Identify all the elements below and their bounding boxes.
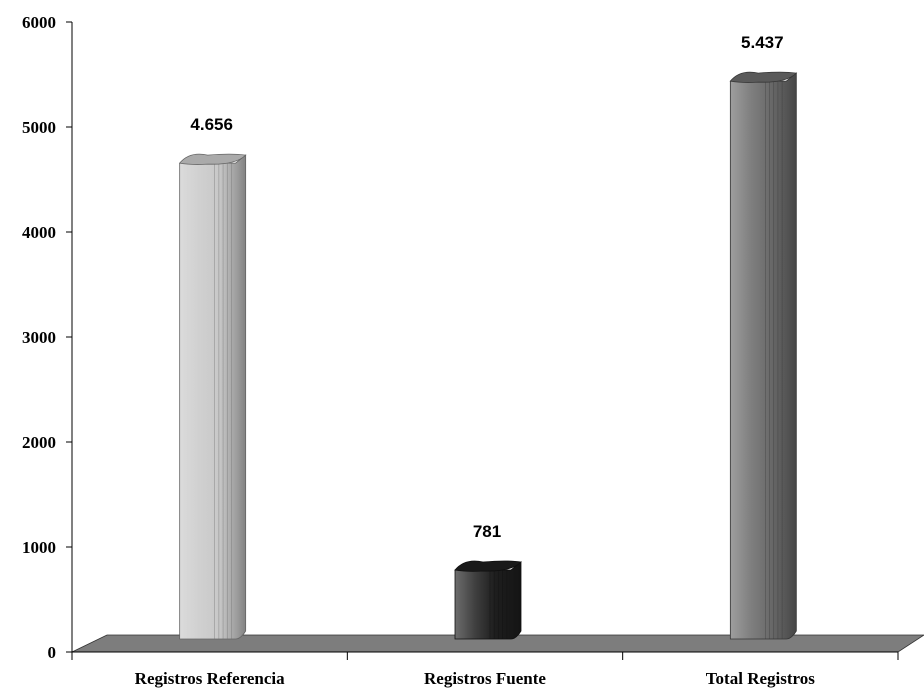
bar-body — [729, 72, 797, 640]
bar — [454, 560, 522, 640]
y-tick-label: 6000 — [22, 13, 56, 32]
y-tick-label: 4000 — [22, 223, 56, 242]
x-category-label: Registros Referencia — [135, 669, 285, 688]
y-tick-label: 0 — [48, 643, 57, 662]
bar-top-cap — [178, 153, 247, 165]
bar — [729, 71, 798, 640]
y-tick-label: 2000 — [22, 433, 56, 452]
bar-data-label: 4.656 — [190, 115, 233, 134]
bar-top-cap — [729, 71, 798, 83]
bar — [178, 153, 247, 640]
x-category-label: Total Registros — [706, 669, 815, 688]
bar-data-label: 781 — [473, 522, 501, 541]
bar-top-cap — [454, 560, 522, 572]
bar-body — [179, 154, 247, 640]
y-tick-label: 5000 — [22, 118, 56, 137]
y-tick-label: 3000 — [22, 328, 56, 347]
y-tick-label: 1000 — [22, 538, 56, 557]
bar-data-label: 5.437 — [741, 33, 784, 52]
bar-body — [454, 561, 522, 640]
x-category-label: Registros Fuente — [424, 669, 546, 688]
